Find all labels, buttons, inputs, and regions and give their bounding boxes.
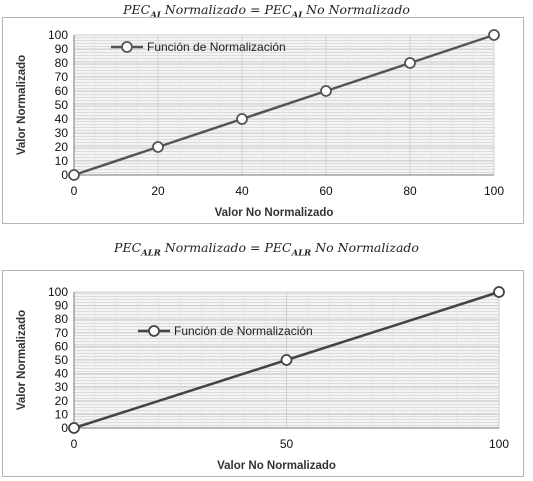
y-tick-label: 90 <box>55 299 69 313</box>
data-point <box>68 169 80 181</box>
y-axis-title: Valor Normalizado <box>16 55 28 155</box>
data-point <box>404 57 416 69</box>
y-tick-label: 50 <box>55 98 69 112</box>
y-tick-label: 20 <box>55 140 69 154</box>
data-point <box>68 422 80 434</box>
data-point <box>320 85 332 97</box>
x-tick-label: 0 <box>71 437 78 451</box>
x-tick-label: 0 <box>71 184 78 198</box>
y-tick-label: 100 <box>48 285 68 299</box>
chart-1-panel: 0 10 20 30 40 50 60 70 80 90 100 0 20 40 60 80 100 Valor … <box>2 17 524 224</box>
data-point <box>280 354 293 366</box>
data-point <box>493 286 505 298</box>
y-tick-label: 80 <box>55 56 69 70</box>
data-point <box>236 113 248 125</box>
y-tick-label: 40 <box>55 112 69 126</box>
legend-marker <box>121 41 133 53</box>
data-point <box>488 29 500 41</box>
x-tick-label: 50 <box>280 437 294 451</box>
y-tick-label: 50 <box>55 353 69 367</box>
x-tick-label: 80 <box>403 184 417 198</box>
y-tick-label: 20 <box>55 394 69 408</box>
y-tick-label: 30 <box>55 380 69 394</box>
x-axis-title: Valor No Normalizado <box>215 207 334 219</box>
y-tick-label: 40 <box>55 367 69 381</box>
x-tick-label: 20 <box>151 184 165 198</box>
y-tick-label: 80 <box>55 312 69 326</box>
y-tick-label: 60 <box>55 84 69 98</box>
y-tick-label: 30 <box>55 126 69 140</box>
series-line <box>73 33 495 177</box>
chart-2-equation: PECALR Normalizado = PECALR No Normaliza… <box>114 240 419 259</box>
y-tick-label: 90 <box>55 42 69 56</box>
x-tick-label: 100 <box>489 437 509 451</box>
legend-marker <box>148 325 160 337</box>
y-tick-label: 60 <box>55 339 69 353</box>
legend-label: Función de Normalización <box>174 324 313 338</box>
y-tick-label: 70 <box>55 70 69 84</box>
legend-label: Función de Normalización <box>147 40 286 54</box>
y-tick-label: 70 <box>55 326 69 340</box>
x-axis-title: Valor No Normalizado <box>217 460 336 472</box>
y-tick-label: 100 <box>48 28 68 42</box>
y-axis-title: Valor Normalizado <box>16 310 28 410</box>
x-tick-label: 40 <box>235 184 249 198</box>
y-tick-label: 0 <box>61 421 68 435</box>
y-tick-label: 10 <box>55 407 69 421</box>
data-point <box>152 141 164 153</box>
x-tick-label: 100 <box>484 184 504 198</box>
y-tick-label: 0 <box>61 168 68 182</box>
x-tick-label: 60 <box>319 184 333 198</box>
chart-1-equation: PECAI Normalizado = PECAI No Normalizado <box>123 2 410 21</box>
chart-2-panel: 0 10 20 30 40 50 60 70 80 90 100 0 50 100 Valor No Nor… <box>2 270 524 477</box>
y-tick-label: 10 <box>55 154 69 168</box>
